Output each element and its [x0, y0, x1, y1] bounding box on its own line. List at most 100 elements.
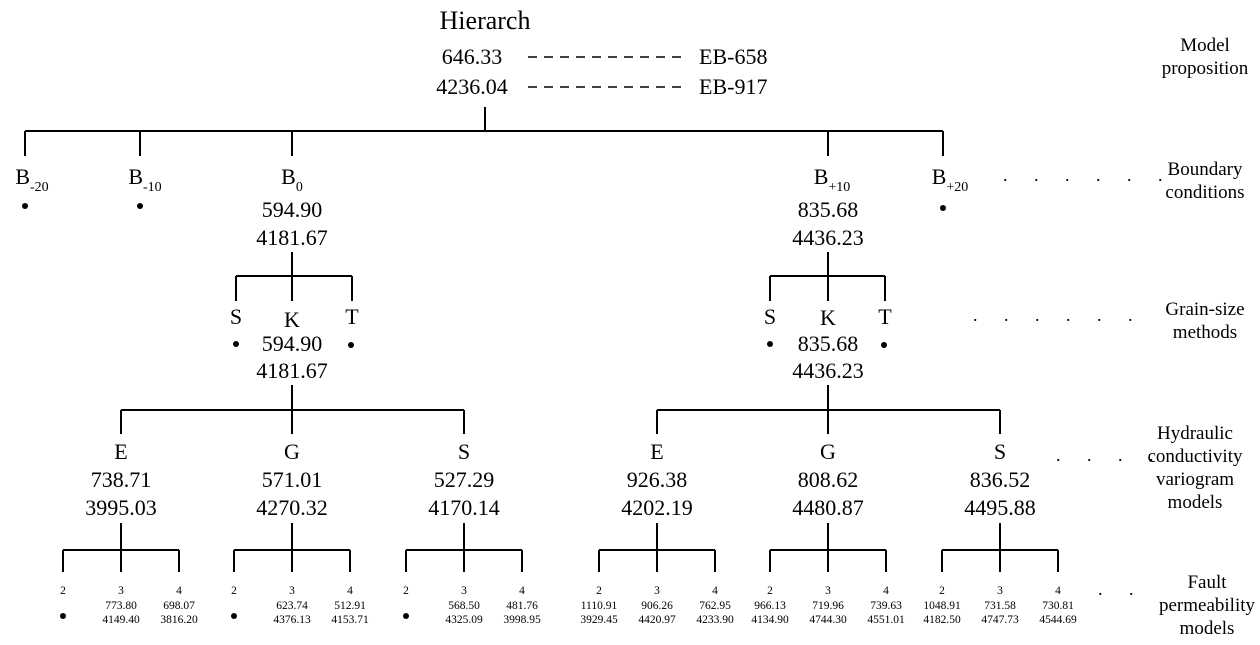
fault-value-1: 762.95: [699, 600, 731, 612]
grain-right-s: S: [763, 304, 777, 329]
variogram-value-2: 4495.88: [964, 495, 1036, 520]
fault-value-2: 4134.90: [751, 614, 789, 626]
boundary-b-0-value-1: 594.90: [261, 197, 323, 222]
fault-value-2: 3998.95: [503, 614, 541, 626]
boundary-b-plus-10-value-2: 4436.23: [792, 225, 864, 250]
fault-value-2: 4544.69: [1039, 614, 1077, 626]
boundary-b-minus-10: B-10: [128, 164, 162, 195]
fault-label: 3: [289, 585, 295, 597]
fault-value-1: 1110.91: [580, 600, 618, 612]
ellipsis-variogram: . . . .: [1056, 445, 1165, 465]
variogram-label: E: [650, 439, 664, 464]
variogram-value-1: 926.38: [626, 467, 688, 492]
bullet-icon: [348, 342, 354, 348]
ellipsis-fault: . .: [1098, 579, 1145, 599]
variogram-value-1: 836.52: [969, 467, 1031, 492]
root-value-2: 4236.04: [436, 74, 508, 99]
root-label-1: EB-658: [699, 44, 768, 69]
fault-value-1: 512.91: [334, 600, 366, 612]
bullet-icon: [22, 203, 28, 209]
grain-left-t: T: [345, 304, 359, 329]
bullet-icon: [137, 203, 143, 209]
grain-right-value-1: 835.68: [797, 331, 859, 356]
fault-value-2: 3816.20: [160, 614, 198, 626]
fault-label: 4: [883, 585, 889, 597]
variogram-value-1: 738.71: [90, 467, 152, 492]
fault-value-1: 568.50: [448, 600, 480, 612]
variogram-label: E: [114, 439, 128, 464]
root-title: Hierarch: [439, 6, 531, 35]
grain-right-k: K: [820, 305, 836, 330]
fault-label: 4: [176, 585, 182, 597]
fault-value-1: 623.74: [276, 600, 308, 612]
fault-value-2: 4744.30: [809, 614, 847, 626]
grain-right-value-2: 4436.23: [792, 358, 864, 383]
boundary-b-minus-20: B-20: [15, 164, 49, 195]
fault-value-1: 481.76: [506, 600, 538, 612]
variogram-value-1: 571.01: [261, 467, 323, 492]
fault-value-1: 906.26: [641, 600, 673, 612]
fault-value-1: 1048.91: [923, 600, 961, 612]
fault-value-2: 4747.73: [981, 614, 1019, 626]
variogram-value-2: 4170.14: [428, 495, 500, 520]
fault-value-2: 4149.40: [102, 614, 140, 626]
boundary-b-plus-10: B+10: [813, 164, 851, 195]
fault-value-2: 4153.71: [331, 614, 369, 626]
fault-value-1: 773.80: [105, 600, 137, 612]
fault-label: 2: [596, 585, 602, 597]
boundary-b-plus-20: B+20: [931, 164, 969, 195]
fault-label: 4: [519, 585, 525, 597]
bullet-icon: [60, 613, 66, 619]
fault-value-1: 966.13: [754, 600, 786, 612]
fault-label: 2: [231, 585, 237, 597]
variogram-label: G: [284, 439, 300, 464]
root-value-1: 646.33: [441, 44, 503, 69]
fault-value-1: 719.96: [812, 600, 844, 612]
fault-label: 3: [461, 585, 467, 597]
grain-left-k: K: [284, 307, 300, 332]
fault-label: 3: [118, 585, 124, 597]
fault-value-2: 4233.90: [696, 614, 734, 626]
fault-label: 2: [403, 585, 409, 597]
variogram-label: S: [993, 439, 1007, 464]
fault-label: 4: [1055, 585, 1061, 597]
boundary-b-0: B0: [281, 164, 303, 195]
variogram-value-1: 808.62: [797, 467, 859, 492]
grain-left-value-1: 594.90: [261, 331, 323, 356]
fault-value-2: 3929.45: [580, 614, 618, 626]
bullet-icon: [231, 613, 237, 619]
ellipsis-boundary: . . . . . .: [1003, 165, 1174, 185]
fault-label: 2: [60, 585, 66, 597]
fault-value-2: 4376.13: [273, 614, 311, 626]
grain-left-value-2: 4181.67: [256, 358, 328, 383]
fault-label: 3: [654, 585, 660, 597]
bullet-icon: [233, 341, 239, 347]
fault-label: 4: [712, 585, 718, 597]
ellipsis-grain: . . . . . .: [973, 305, 1144, 325]
label-boundary-conditions: Boundary conditions: [1165, 159, 1245, 203]
fault-value-1: 739.63: [870, 600, 902, 612]
label-grain-size-methods: Grain-size methods: [1165, 299, 1245, 343]
fault-value-2: 4325.09: [445, 614, 483, 626]
fault-label: 3: [997, 585, 1003, 597]
variogram-label: S: [457, 439, 471, 464]
fault-value-2: 4182.50: [923, 614, 961, 626]
root-label-2: EB-917: [699, 74, 768, 99]
variogram-label: G: [820, 439, 836, 464]
variogram-value-2: 3995.03: [85, 495, 157, 520]
fault-value-1: 698.07: [163, 600, 195, 612]
fault-label: 4: [347, 585, 353, 597]
variogram-value-2: 4270.32: [256, 495, 328, 520]
grain-left-s: S: [229, 304, 243, 329]
bullet-icon: [767, 341, 773, 347]
bullet-icon: [881, 342, 887, 348]
boundary-b-plus-10-value-1: 835.68: [797, 197, 859, 222]
grain-right-t: T: [878, 304, 892, 329]
fault-value-1: 730.81: [1042, 600, 1074, 612]
fault-value-2: 4420.97: [638, 614, 676, 626]
boundary-b-0-value-2: 4181.67: [256, 225, 328, 250]
fault-label: 3: [825, 585, 831, 597]
bullet-icon: [940, 205, 946, 211]
